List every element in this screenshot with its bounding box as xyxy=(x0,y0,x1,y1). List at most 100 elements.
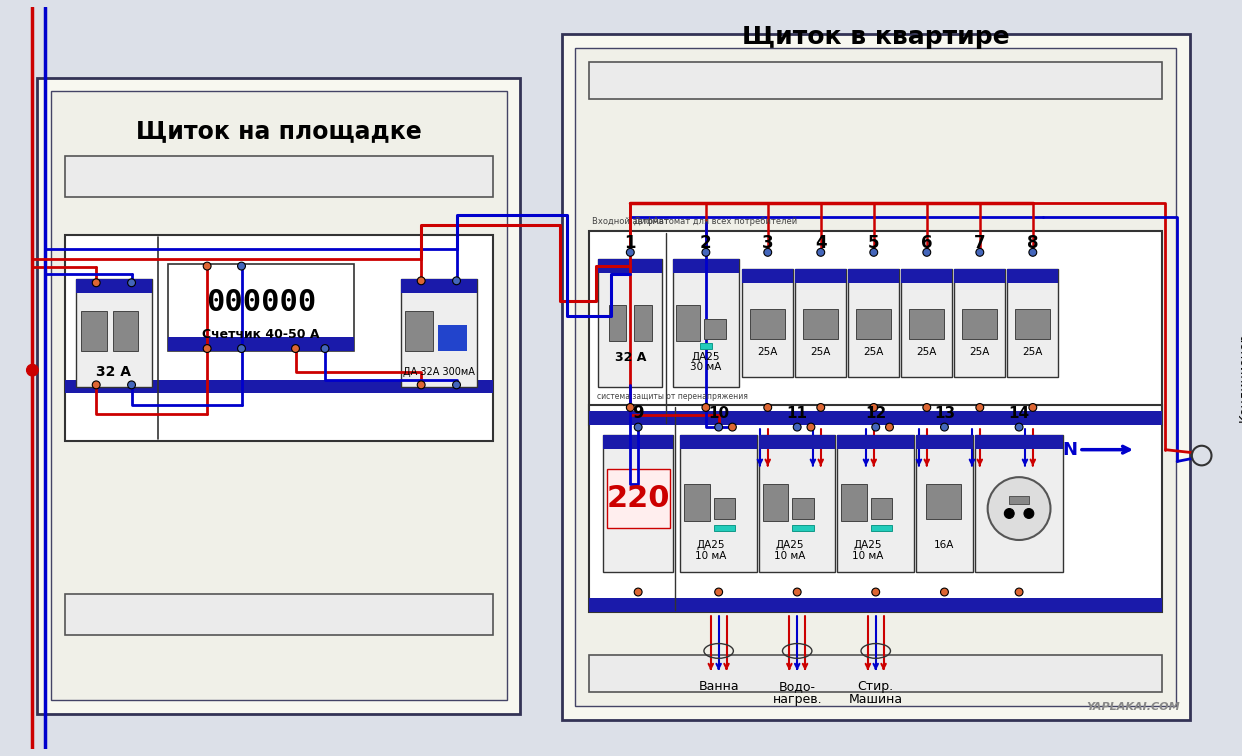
Text: 25А: 25А xyxy=(917,348,936,358)
Circle shape xyxy=(26,364,39,376)
Bar xyxy=(917,435,972,572)
Bar xyxy=(65,594,493,635)
Text: 000000: 000000 xyxy=(206,289,317,318)
Bar xyxy=(902,269,953,283)
Bar xyxy=(602,435,673,449)
Bar xyxy=(82,311,107,351)
Circle shape xyxy=(128,381,135,389)
Circle shape xyxy=(794,588,801,596)
Text: 32 А: 32 А xyxy=(615,351,646,364)
Bar xyxy=(635,305,652,341)
Text: 25А: 25А xyxy=(758,348,777,358)
Bar xyxy=(401,279,477,293)
Text: 5: 5 xyxy=(868,234,879,252)
Text: N: N xyxy=(1062,441,1077,459)
Circle shape xyxy=(92,279,101,287)
Text: Щиток на площадке: Щиток на площадке xyxy=(135,119,422,144)
Text: ДифАвтомат для всех потребителей: ДифАвтомат для всех потребителей xyxy=(635,217,797,226)
Text: 6: 6 xyxy=(922,234,933,252)
Bar xyxy=(65,380,493,392)
Circle shape xyxy=(320,345,329,352)
Bar xyxy=(743,269,794,283)
Circle shape xyxy=(626,404,635,411)
Circle shape xyxy=(976,404,984,411)
Bar xyxy=(672,259,739,273)
Bar xyxy=(750,309,785,339)
Bar xyxy=(954,269,1005,283)
Bar xyxy=(589,598,1163,612)
Circle shape xyxy=(128,279,135,287)
Circle shape xyxy=(702,404,710,411)
Circle shape xyxy=(417,381,425,389)
Bar xyxy=(589,655,1163,692)
Bar xyxy=(681,435,756,449)
Text: Счетчик 40-50 А: Счетчик 40-50 А xyxy=(202,328,320,342)
Circle shape xyxy=(237,262,246,270)
Circle shape xyxy=(923,249,930,256)
Text: ДА25: ДА25 xyxy=(692,352,720,362)
Circle shape xyxy=(923,404,930,411)
Text: Ванна: Ванна xyxy=(698,680,739,693)
Text: Стир.: Стир. xyxy=(858,680,894,693)
Bar xyxy=(589,231,1163,425)
Text: 220: 220 xyxy=(606,485,669,513)
Bar xyxy=(848,269,899,283)
Bar xyxy=(1010,496,1028,503)
Circle shape xyxy=(869,404,878,411)
Circle shape xyxy=(886,423,893,431)
Circle shape xyxy=(1015,423,1023,431)
Circle shape xyxy=(817,404,825,411)
Text: 13: 13 xyxy=(934,406,955,421)
Bar xyxy=(871,497,893,519)
Bar xyxy=(837,435,914,572)
Bar xyxy=(792,525,814,531)
Bar xyxy=(909,309,944,339)
Text: 10 мА: 10 мА xyxy=(852,550,883,561)
Circle shape xyxy=(452,381,461,389)
Text: 14: 14 xyxy=(1009,406,1030,421)
Circle shape xyxy=(987,477,1051,540)
Circle shape xyxy=(626,249,635,256)
Text: 32 А: 32 А xyxy=(97,365,132,379)
Circle shape xyxy=(872,588,879,596)
Text: 7: 7 xyxy=(974,234,986,252)
Bar xyxy=(37,78,520,714)
Bar xyxy=(589,411,1163,425)
Text: 4: 4 xyxy=(815,234,827,252)
Circle shape xyxy=(869,249,878,256)
Bar xyxy=(51,91,507,700)
Bar xyxy=(792,497,814,519)
Circle shape xyxy=(872,423,879,431)
Text: ДА 32А 300мА: ДА 32А 300мА xyxy=(402,367,474,377)
Bar xyxy=(609,305,626,341)
Text: Машина: Машина xyxy=(848,693,903,706)
Text: 30 мА: 30 мА xyxy=(691,362,722,372)
Bar xyxy=(589,405,1163,612)
Circle shape xyxy=(417,277,425,285)
Circle shape xyxy=(807,423,815,431)
Bar xyxy=(975,435,1063,572)
Text: 9: 9 xyxy=(632,404,643,423)
Circle shape xyxy=(204,262,211,270)
Bar xyxy=(954,269,1005,377)
Circle shape xyxy=(976,249,984,256)
Bar xyxy=(677,305,700,341)
Text: ДА25: ДА25 xyxy=(853,540,882,550)
Bar xyxy=(704,319,725,339)
Circle shape xyxy=(635,423,642,431)
Text: 25А: 25А xyxy=(863,348,884,358)
Text: 25А: 25А xyxy=(1022,348,1043,358)
Circle shape xyxy=(940,423,949,431)
Bar xyxy=(405,311,433,351)
Bar xyxy=(917,435,972,449)
Bar xyxy=(438,325,467,351)
Bar xyxy=(871,525,893,531)
Text: ДА25: ДА25 xyxy=(775,540,804,550)
Bar xyxy=(672,259,739,387)
Text: Щиток в квартире: Щиток в квартире xyxy=(741,24,1010,48)
Bar xyxy=(848,269,899,377)
Bar xyxy=(963,309,997,339)
Bar xyxy=(759,435,836,449)
Bar xyxy=(561,34,1190,720)
Text: система защиты от перенапряжения: система защиты от перенапряжения xyxy=(597,392,748,401)
